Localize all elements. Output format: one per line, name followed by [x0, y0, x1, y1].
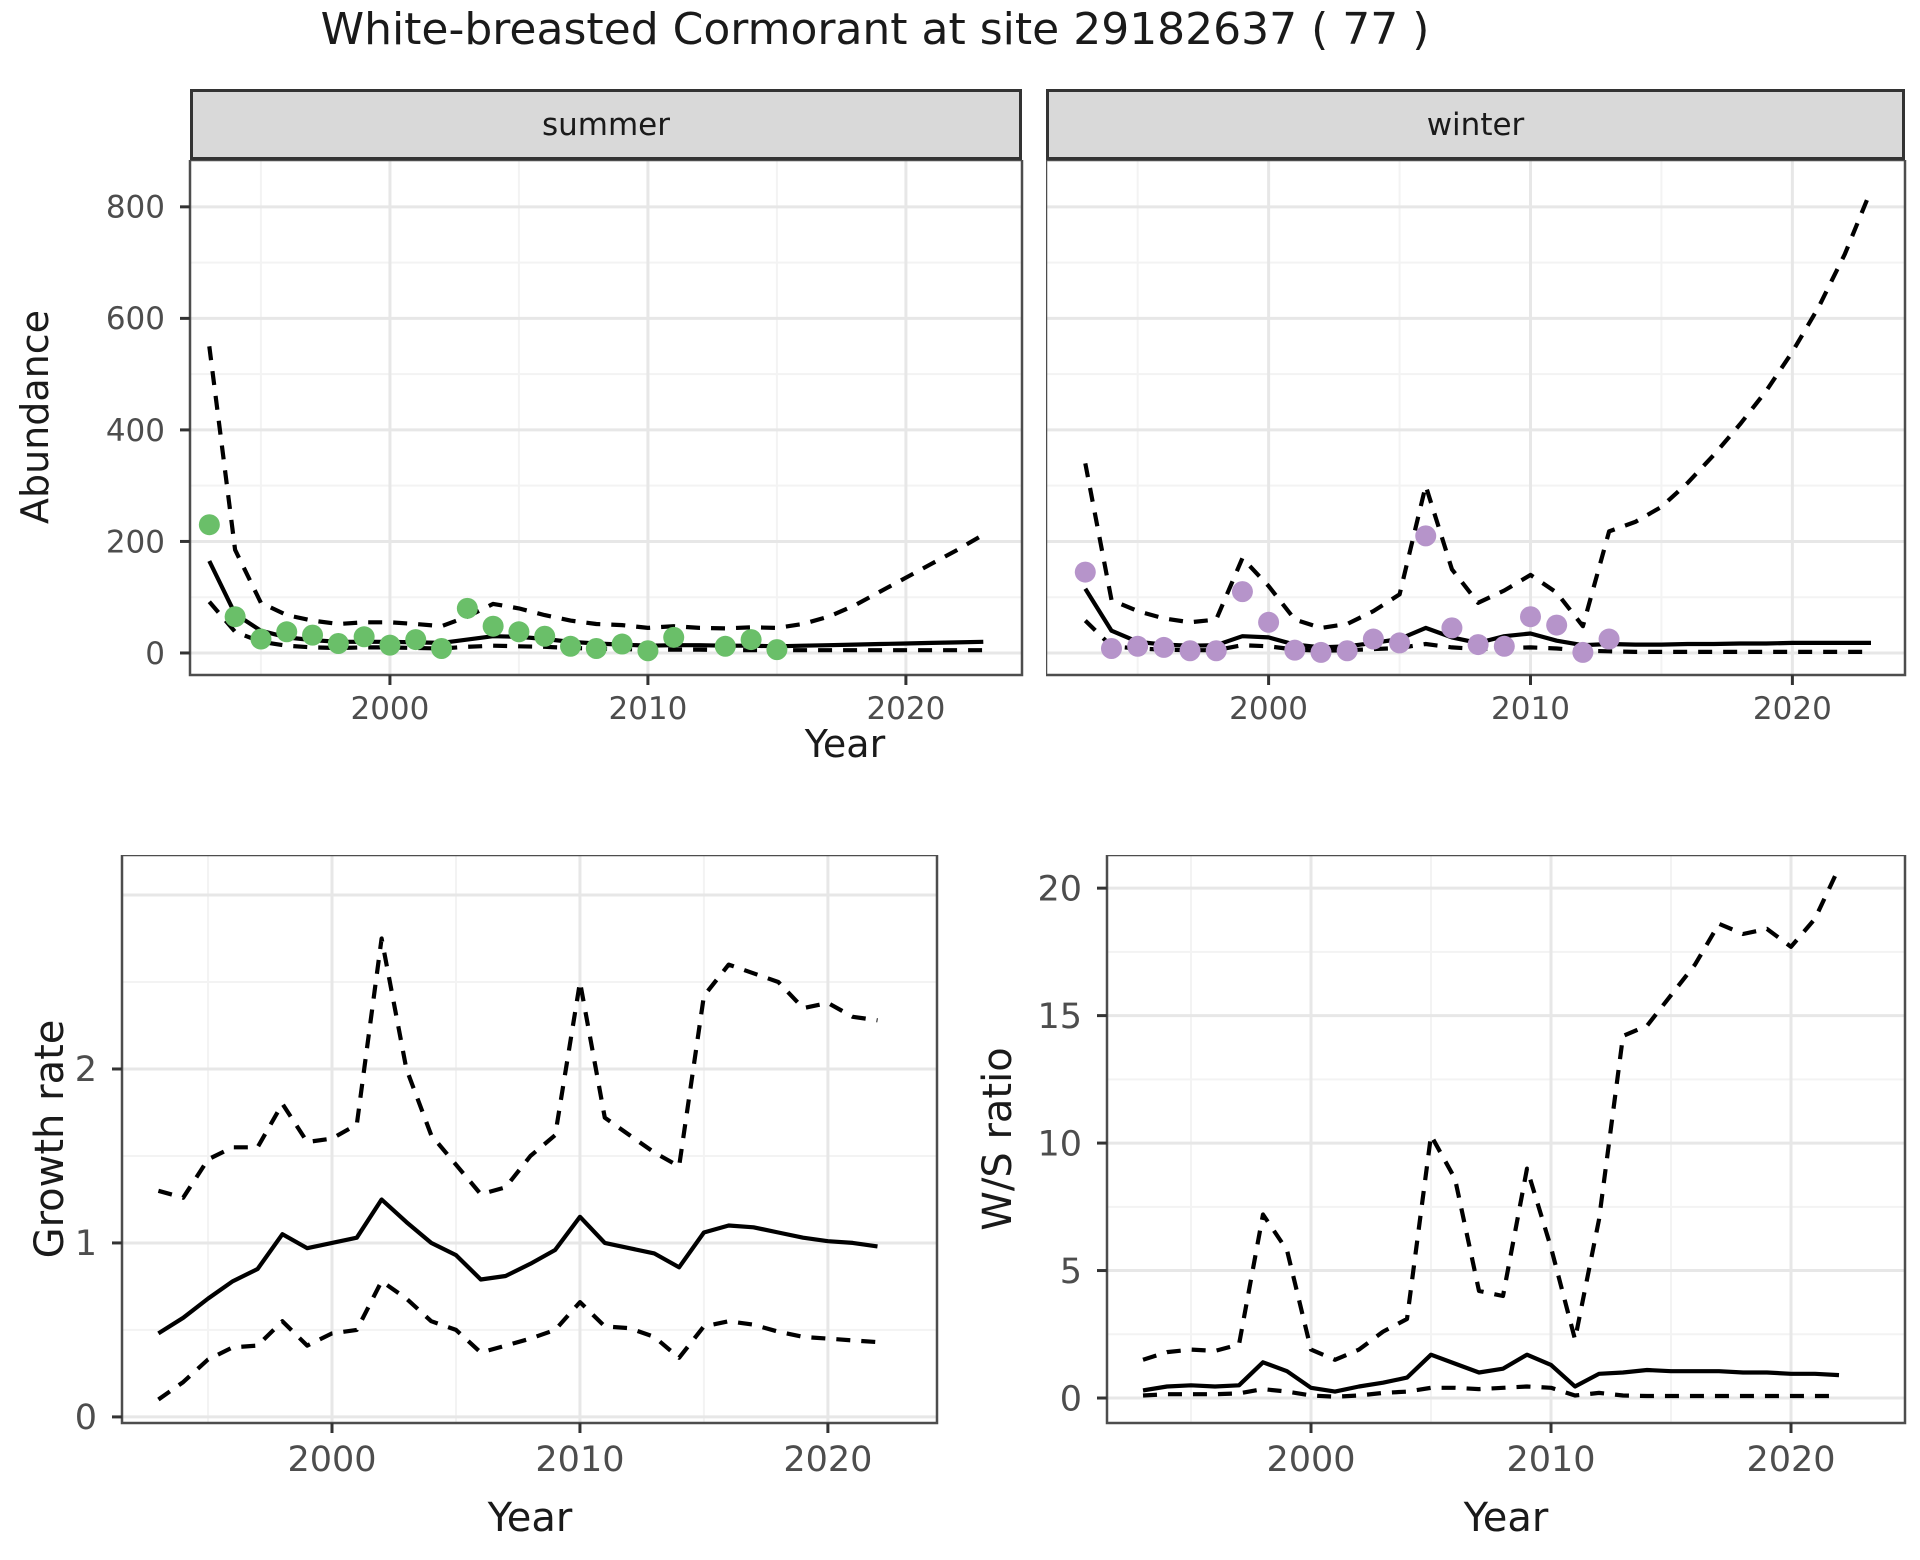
data-point-observed	[482, 615, 504, 637]
data-point-observed	[1100, 638, 1122, 660]
data-point-observed	[1441, 617, 1463, 639]
data-point-observed	[431, 638, 453, 660]
data-point-observed	[379, 634, 401, 656]
panel-border	[1105, 855, 1907, 1425]
data-point-observed	[508, 621, 530, 643]
y-tick-label: 20	[1037, 869, 1082, 909]
data-point-observed	[1231, 581, 1253, 603]
panel-background	[1046, 160, 1905, 675]
data-point-observed	[1179, 640, 1201, 662]
data-point-observed	[585, 638, 607, 660]
panel-border	[188, 160, 1024, 677]
x-tick-label: 2020	[1753, 691, 1832, 727]
data-point-observed	[276, 621, 298, 643]
data-point-observed	[560, 635, 582, 657]
panel-ws-ratio: 2000 2010 2020 0 5 10 15 20	[1037, 855, 1907, 1480]
page-title: White-breasted Cormorant at site 2918263…	[320, 4, 1430, 55]
y-axis-title-growth-rate: Growth rate	[27, 1019, 73, 1259]
data-point-observed	[1493, 635, 1515, 657]
data-point-observed	[1336, 640, 1358, 662]
panel-border	[1046, 160, 1907, 677]
data-point-observed	[534, 625, 556, 647]
facet-strip-summer: summer	[190, 89, 1022, 160]
data-point-observed	[302, 624, 324, 646]
facet-strip-winter: winter	[1046, 89, 1905, 160]
series-line-lower-ci	[1142, 1384, 1839, 1399]
series-line-upper-ci	[157, 936, 878, 1200]
data-point-observed	[405, 629, 427, 651]
data-point-observed	[1572, 641, 1594, 663]
x-tick-label: 2000	[1266, 1440, 1355, 1480]
data-point-observed	[1546, 614, 1568, 636]
y-tick-label: 400	[106, 413, 165, 449]
y-tick-label: 0	[1060, 1379, 1082, 1419]
panel-growth-rate: 2000 2010 2020 0 1 2	[75, 855, 939, 1480]
data-point-observed	[740, 629, 762, 651]
x-tick-label: 2020	[866, 691, 945, 727]
y-tick-label: 5	[1060, 1252, 1082, 1292]
series-line-fitted	[1142, 1352, 1840, 1394]
series-line-fitted	[157, 1197, 878, 1336]
y-tick-label: 800	[106, 190, 165, 226]
y-tick-label: 200	[106, 524, 165, 560]
series-line-upper-ci	[1142, 866, 1841, 1362]
data-point-observed	[250, 628, 272, 650]
data-point-observed	[1362, 628, 1384, 650]
series-line-lower-ci	[157, 1279, 878, 1402]
y-tick-label: 600	[106, 301, 165, 337]
data-point-observed	[663, 626, 685, 648]
data-point-observed	[766, 639, 788, 661]
y-tick-label: 2	[75, 1050, 97, 1090]
x-tick-label: 2000	[287, 1440, 376, 1480]
x-tick-label: 2010	[535, 1440, 624, 1480]
panel-background	[122, 855, 937, 1423]
facet-label-winter: winter	[1426, 106, 1525, 143]
x-tick-label: 2000	[1229, 691, 1308, 727]
facet-label-summer: summer	[541, 106, 670, 143]
y-axis-title-abundance: Abundance	[13, 309, 57, 525]
data-point-observed	[1284, 639, 1306, 661]
x-axis-title-ws-ratio: Year	[1463, 1495, 1549, 1541]
data-point-observed	[1519, 606, 1541, 628]
data-point-observed	[1310, 641, 1332, 663]
x-axis-title-growth-rate: Year	[487, 1495, 573, 1541]
y-tick-label: 10	[1037, 1124, 1082, 1164]
data-point-observed	[714, 635, 736, 657]
data-point-observed	[353, 626, 375, 648]
panel-abundance-winter: 2000 2010 2020	[1046, 160, 1907, 727]
data-point-observed	[1074, 561, 1096, 583]
panel-border	[120, 855, 939, 1425]
data-point-observed	[1467, 634, 1489, 656]
x-tick-label: 2010	[1491, 691, 1570, 727]
data-point-observed	[198, 514, 220, 536]
data-point-observed	[1205, 640, 1227, 662]
x-tick-label: 2020	[1746, 1440, 1835, 1480]
data-point-observed	[1258, 611, 1280, 633]
data-point-observed	[327, 632, 349, 654]
data-point-observed	[611, 633, 633, 655]
panel-background	[1107, 855, 1905, 1423]
y-tick-label: 0	[145, 636, 165, 672]
y-tick-label: 0	[75, 1398, 97, 1438]
data-point-observed	[1127, 635, 1149, 657]
data-point-observed	[1598, 628, 1620, 650]
data-point-observed	[637, 640, 659, 662]
data-point-observed	[456, 597, 478, 619]
x-tick-label: 2010	[1506, 1440, 1595, 1480]
y-tick-label: 15	[1037, 997, 1082, 1037]
x-tick-label: 2020	[783, 1440, 872, 1480]
series-line-upper-ci	[207, 346, 985, 631]
data-point-observed	[1153, 636, 1175, 658]
y-tick-label: 1	[75, 1224, 97, 1264]
panel-abundance-summer: 2000 2010 2020 0 200 400 600 800	[106, 160, 1024, 727]
series-line-upper-ci	[1083, 189, 1873, 630]
data-point-observed	[1415, 525, 1437, 547]
x-tick-label: 2010	[608, 691, 687, 727]
data-point-observed	[224, 606, 246, 628]
x-tick-label: 2000	[350, 691, 429, 727]
x-axis-title-top: Year	[804, 722, 886, 766]
y-axis-title-ws-ratio: W/S ratio	[975, 1047, 1021, 1231]
data-point-observed	[1389, 632, 1411, 654]
